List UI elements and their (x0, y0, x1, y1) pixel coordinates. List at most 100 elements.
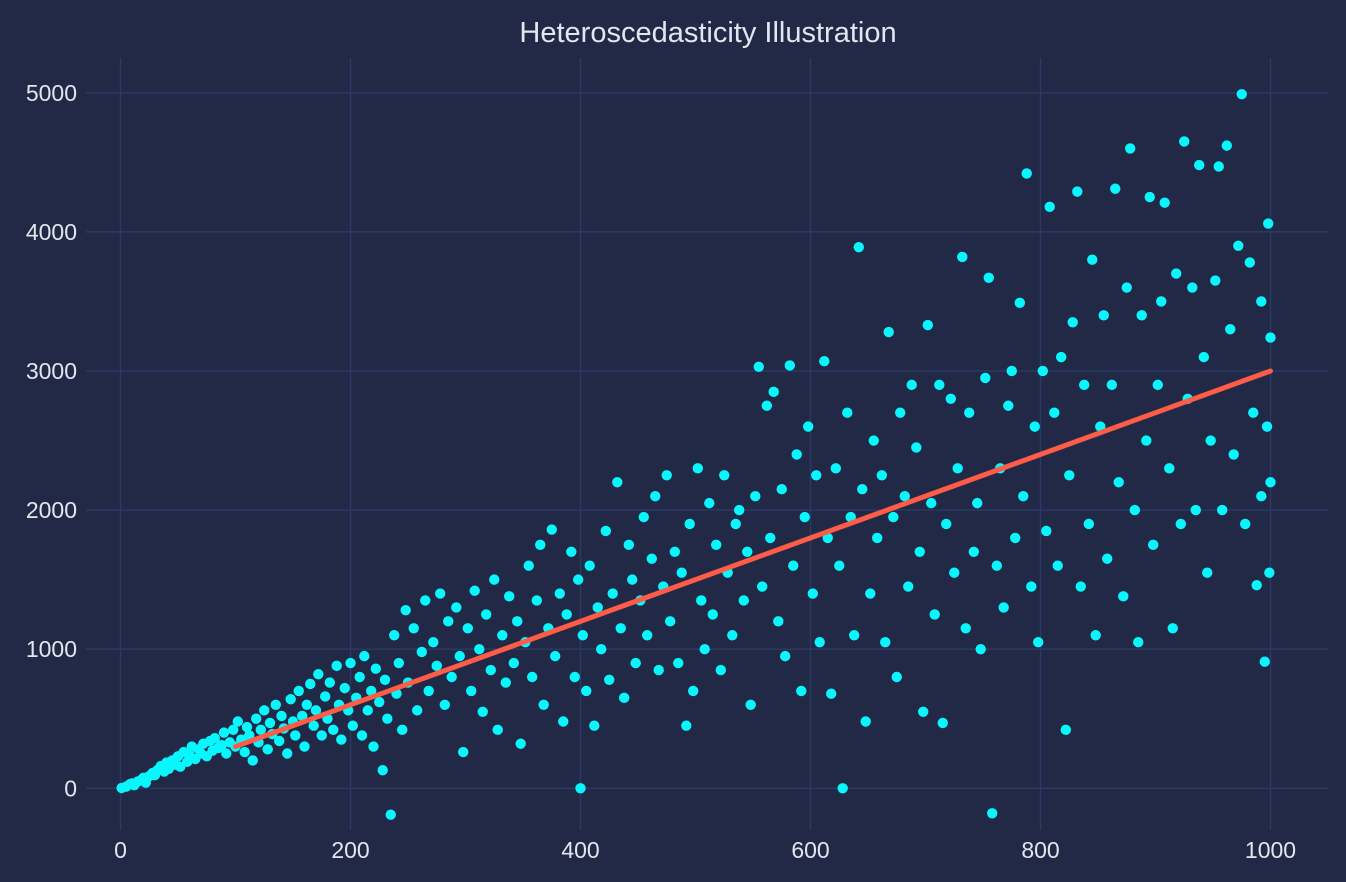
scatter-point (1052, 560, 1063, 571)
scatter-point (1113, 477, 1124, 488)
scatter-point (1041, 525, 1052, 537)
scatter-point (1083, 518, 1095, 530)
scatter-point (630, 657, 641, 669)
scatter-point (1087, 254, 1098, 265)
scatter-point (400, 605, 411, 616)
scatter-point (366, 685, 377, 697)
scatter-point (474, 643, 485, 655)
scatter-point (860, 716, 871, 727)
scatter-point (623, 539, 634, 551)
scatter-point (1056, 351, 1067, 363)
scatter-point (282, 748, 293, 759)
scatter-point (987, 808, 998, 819)
scatter-point (665, 616, 676, 627)
scatter-point (1198, 351, 1210, 363)
y-tick-label: 4000 (26, 219, 77, 245)
x-tick-label: 0 (114, 837, 127, 863)
scatter-point (1164, 463, 1175, 474)
scatter-point (566, 546, 577, 558)
scatter-point (653, 664, 664, 676)
scatter-point (1014, 297, 1025, 309)
scatter-point (1259, 656, 1270, 667)
scatter-point (826, 688, 837, 699)
scatter-point (619, 692, 630, 704)
scatter-point (669, 546, 680, 558)
scatter-point (903, 581, 914, 592)
scatter-point (259, 705, 270, 716)
x-axis-tick-labels: 0 200 400 600 800 1000 (114, 837, 1296, 863)
scatter-point (1202, 567, 1213, 578)
scatter-point (983, 272, 994, 283)
y-axis-tick-labels: 0 1000 2000 3000 4000 5000 (26, 80, 77, 801)
scatter-point (926, 497, 937, 509)
scatter-point (1148, 539, 1159, 551)
scatter-point (477, 706, 488, 717)
scatter-point (316, 730, 327, 741)
scatter-point (1190, 504, 1201, 516)
scatter-point (1110, 183, 1121, 194)
scatter-point (313, 669, 324, 680)
scatter-point (581, 685, 592, 697)
scatter-point (458, 746, 469, 758)
scatter-point (1010, 532, 1021, 544)
scatter-point (368, 741, 379, 752)
scatter-point (1060, 724, 1072, 736)
trend-line-series (233, 368, 1273, 750)
scatter-point (799, 511, 810, 523)
scatter-point (906, 379, 917, 391)
scatter-point (876, 470, 887, 481)
scatter-point (661, 470, 672, 481)
scatter-point (1236, 88, 1247, 100)
scatter-point (615, 623, 626, 634)
scatter-point (1090, 630, 1101, 641)
scatter-point (1152, 379, 1164, 391)
y-tick-label: 5000 (26, 80, 77, 106)
scatter-point (960, 623, 971, 634)
scatter-point (1079, 379, 1090, 391)
scatter-point (377, 764, 388, 776)
scatter-point (888, 511, 899, 523)
scatter-point (673, 657, 684, 669)
scatter-point (1029, 421, 1040, 432)
scatter-point (730, 518, 741, 530)
scatter-point (299, 741, 310, 752)
scatter-point (339, 682, 350, 694)
scatter-point (1033, 637, 1044, 648)
scatter-point (803, 421, 814, 432)
scatter-point (336, 734, 347, 745)
scatter-point (310, 705, 322, 716)
scatter-point (209, 732, 220, 744)
scatter-point (241, 721, 253, 733)
scatter-point (575, 783, 586, 794)
scatter-point (937, 717, 948, 729)
scatter-point (515, 738, 526, 749)
scatter-point (1003, 400, 1014, 411)
scatter-point (742, 546, 753, 558)
scatter-point (420, 595, 431, 606)
scatter-point (239, 746, 250, 758)
scatter-point (462, 623, 473, 634)
scatter-point (949, 567, 960, 578)
scatter-point (857, 484, 868, 495)
scatter-point (1136, 310, 1147, 321)
grid (86, 58, 1328, 830)
scatter-point (711, 539, 722, 551)
scatter-point (604, 674, 615, 685)
scatter-point (684, 518, 695, 530)
scatter-point (301, 699, 312, 711)
scatter-point (550, 650, 561, 662)
scatter-point (600, 525, 611, 537)
scatter-point (972, 497, 983, 509)
scatter-point (561, 609, 572, 620)
scatter-point (324, 677, 335, 688)
scatter-point (830, 463, 841, 474)
scatter-point (1221, 140, 1233, 151)
scatter-point (408, 623, 419, 634)
scatter-point (1217, 504, 1228, 516)
scatter-point (734, 504, 745, 516)
scatter-point (1125, 143, 1136, 154)
x-tick-label: 1000 (1245, 837, 1296, 863)
scatter-point (1167, 623, 1178, 634)
scatter-point (374, 696, 385, 708)
scatter-point (1187, 282, 1198, 293)
